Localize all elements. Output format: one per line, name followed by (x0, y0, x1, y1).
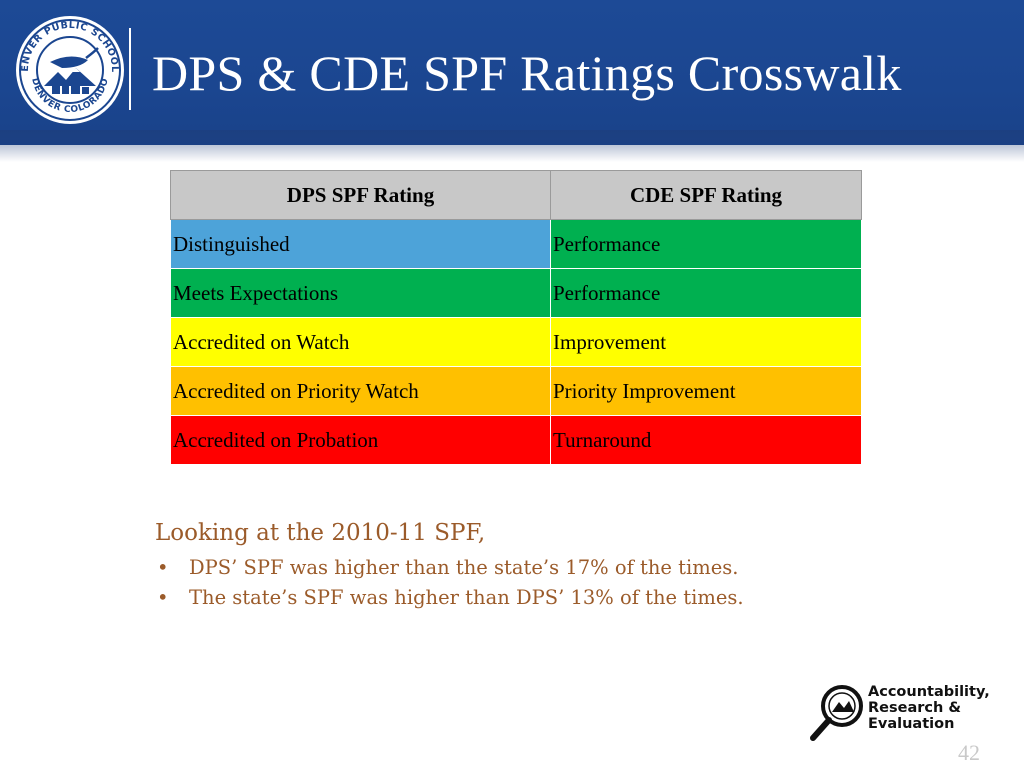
summary-bullet-list: • DPS’ SPF was higher than the state’s 1… (155, 556, 995, 609)
bullet-text: The state’s SPF was higher than DPS’ 13%… (189, 586, 744, 609)
dps-rating-cell: Meets Expectations (170, 268, 551, 318)
ratings-crosswalk-table: DPS SPF Rating CDE SPF Rating Distinguis… (170, 170, 862, 465)
logo-wordmark: Accountability, Research & Evaluation (868, 684, 990, 732)
banner-shadow (0, 130, 1024, 162)
page-number: 42 (958, 740, 980, 765)
bullet-icon: • (157, 556, 169, 579)
title-banner (0, 0, 1024, 145)
summary-lead: Looking at the 2010-11 SPF, (155, 520, 486, 546)
slide-title: DPS & CDE SPF Ratings Crosswalk (152, 45, 902, 101)
bullet-text: DPS’ SPF was higher than the state’s 17%… (189, 556, 739, 579)
cde-rating-cell: Priority Improvement (550, 366, 862, 416)
table-row: Accredited on Probation Turnaround (170, 415, 862, 465)
cde-rating-cell: Improvement (550, 317, 862, 367)
table-header-row: DPS SPF Rating CDE SPF Rating (170, 170, 862, 220)
table-row: Distinguished Performance (170, 219, 862, 269)
header-dps-spf-rating: DPS SPF Rating (170, 170, 551, 220)
cde-rating-cell: Performance (550, 268, 862, 318)
table-row: Meets Expectations Performance (170, 268, 862, 318)
bullet-icon: • (157, 586, 169, 609)
logo-line-accountability: Accountability, (868, 684, 990, 700)
seal-divider (129, 28, 131, 110)
dps-rating-cell: Accredited on Priority Watch (170, 366, 551, 416)
cde-rating-cell: Performance (550, 219, 862, 269)
dps-rating-cell: Accredited on Probation (170, 415, 551, 465)
magnifying-glass-seal-icon (810, 685, 863, 741)
logo-line-evaluation: Evaluation (868, 716, 955, 732)
dps-rating-cell: Accredited on Watch (170, 317, 551, 367)
logo-line-research: Research & (868, 700, 962, 716)
list-item: • DPS’ SPF was higher than the state’s 1… (155, 556, 995, 579)
dps-rating-cell: Distinguished (170, 219, 551, 269)
list-item: • The state’s SPF was higher than DPS’ 1… (155, 586, 995, 609)
table-row: Accredited on Priority Watch Priority Im… (170, 366, 862, 416)
accountability-research-evaluation-logo: Accountability, Research & Evaluation (808, 684, 998, 744)
denver-public-schools-seal-icon: DENVER PUBLIC SCHOOLS DENVER COLORADO (14, 14, 124, 124)
header-cde-spf-rating: CDE SPF Rating (550, 170, 862, 220)
table-row: Accredited on Watch Improvement (170, 317, 862, 367)
cde-rating-cell: Turnaround (550, 415, 862, 465)
summary-text-block: Looking at the 2010-11 SPF, • DPS’ SPF w… (155, 520, 995, 616)
